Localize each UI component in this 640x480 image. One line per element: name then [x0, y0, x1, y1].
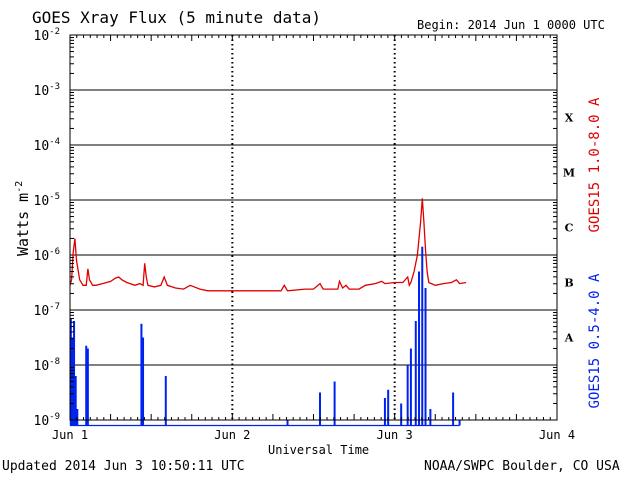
flare-class-C: C — [565, 222, 574, 235]
plot-frame — [69, 34, 558, 421]
y-axis-label: Watts m-2 — [14, 180, 32, 256]
flare-class-X: X — [565, 112, 574, 125]
legend-long-channel: GOES15 1.0-8.0 A — [587, 97, 603, 233]
axis-labels: 10-9 10-8 10-7 10-6 10-5 10-4 10-3 10-2 Jun 1 Jun… — [34, 27, 576, 442]
y-tick-label: 10-7 — [34, 302, 61, 319]
y-tick-label: 10-6 — [34, 247, 61, 264]
x-tick-label: Jun 1 — [52, 428, 88, 442]
y-tick-label: 10-2 — [34, 27, 61, 44]
grid-lines — [70, 35, 557, 420]
credit-text: NOAA/SWPC Boulder, CO USA — [424, 459, 620, 474]
updated-timestamp: Updated 2014 Jun 3 10:50:11 UTC — [2, 459, 245, 474]
series-layer — [69, 198, 467, 427]
y-tick-label: 10-3 — [34, 82, 61, 99]
x-tick-label: Jun 3 — [377, 428, 413, 442]
y-tick-label: 10-9 — [34, 412, 61, 429]
y-tick-label: 10-5 — [34, 192, 61, 209]
flare-class-B: B — [564, 277, 573, 290]
flare-class-M: M — [563, 167, 575, 180]
x-axis-label: Universal Time — [268, 443, 370, 457]
legend-short-channel: GOES15 0.5-4.0 A — [587, 273, 603, 409]
begin-time: Begin: 2014 Jun 1 0000 UTC — [417, 18, 605, 32]
y-tick-label: 10-8 — [34, 357, 61, 374]
series-long-channel-line — [69, 198, 467, 292]
x-tick-label: Jun 4 — [539, 428, 575, 442]
x-tick-label: Jun 2 — [214, 428, 250, 442]
chart-title: GOES Xray Flux (5 minute data) — [32, 8, 321, 27]
y-tick-label: 10-4 — [34, 137, 61, 154]
flare-class-A: A — [564, 332, 574, 345]
